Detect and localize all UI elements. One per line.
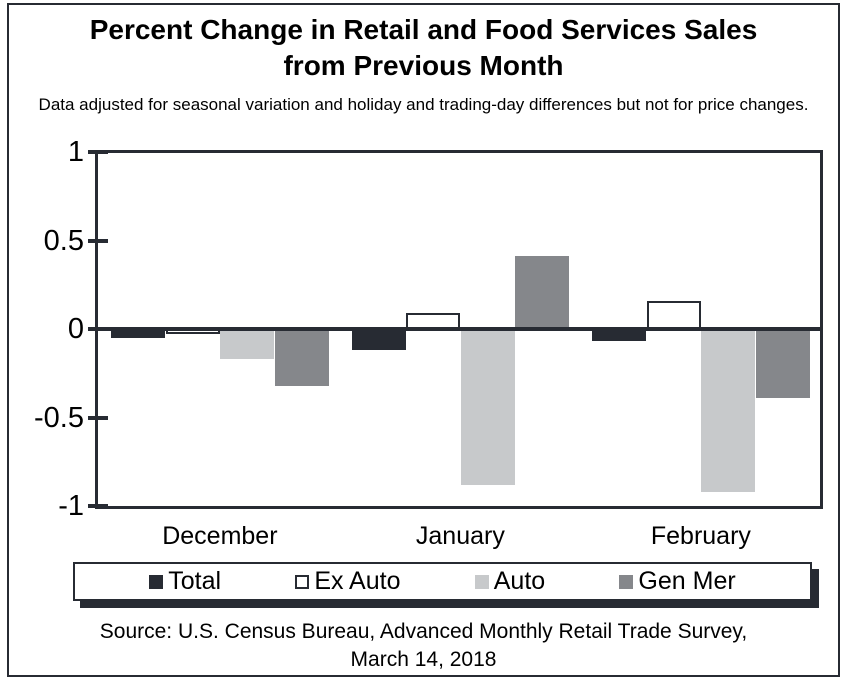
bar-total-december bbox=[111, 329, 165, 338]
y-tick-mark bbox=[88, 504, 108, 508]
bar-auto-january bbox=[460, 329, 515, 485]
legend-label: Ex Auto bbox=[314, 567, 401, 595]
y-tick-mark bbox=[88, 327, 108, 331]
bar-gen-mer-january bbox=[515, 256, 570, 329]
y-tick-mark bbox=[88, 238, 108, 243]
category-label-february: February bbox=[650, 522, 751, 550]
legend-label: Total bbox=[168, 567, 222, 595]
legend-entry-auto: Auto bbox=[474, 567, 546, 596]
plot-bottom-border bbox=[95, 506, 823, 509]
bar-ex-auto-february bbox=[646, 300, 701, 329]
bar-auto-february bbox=[701, 329, 756, 492]
chart-subtitle: Data adjusted for seasonal variation and… bbox=[38, 95, 809, 114]
y-tick-label: -0.5 bbox=[34, 401, 84, 434]
legend-label: Auto bbox=[493, 567, 546, 595]
y-tick-label: -1 bbox=[58, 490, 84, 522]
category-label-december: December bbox=[162, 522, 278, 550]
bar-gen-mer-december bbox=[274, 329, 329, 386]
legend-swatch-total-icon bbox=[149, 574, 164, 589]
y-tick-label: 0 bbox=[67, 313, 84, 345]
legend-entry-ex-auto: Ex Auto bbox=[295, 567, 400, 596]
legend-swatch-auto-icon bbox=[474, 574, 489, 589]
plot-top-border bbox=[95, 150, 823, 153]
zero-line bbox=[98, 327, 820, 331]
y-tick-mark bbox=[88, 150, 108, 154]
legend-entry-gen-mer: Gen Mer bbox=[619, 567, 736, 596]
legend-entry-total: Total bbox=[149, 567, 221, 596]
y-tick-label: 1 bbox=[67, 136, 84, 168]
bar-total-february bbox=[592, 329, 646, 342]
source-note: Source: U.S. Census Bureau, Advanced Mon… bbox=[99, 620, 748, 671]
y-tick-mark bbox=[88, 415, 108, 420]
bar-gen-mer-february bbox=[755, 329, 810, 399]
legend-swatch-gen-mer-icon bbox=[619, 574, 634, 589]
plot-right-border bbox=[820, 150, 823, 509]
chart-title: Percent Change in Retail and Food Servic… bbox=[89, 14, 758, 81]
legend-swatch-ex-auto-icon bbox=[295, 574, 310, 589]
bar-auto-december bbox=[220, 329, 275, 360]
y-tick-label: 0.5 bbox=[43, 224, 84, 257]
category-label-january: January bbox=[415, 522, 505, 550]
legend: Total Ex Auto Auto Gen Mer bbox=[73, 562, 812, 601]
legend-label: Gen Mer bbox=[638, 567, 736, 595]
bar-total-january bbox=[351, 329, 406, 351]
